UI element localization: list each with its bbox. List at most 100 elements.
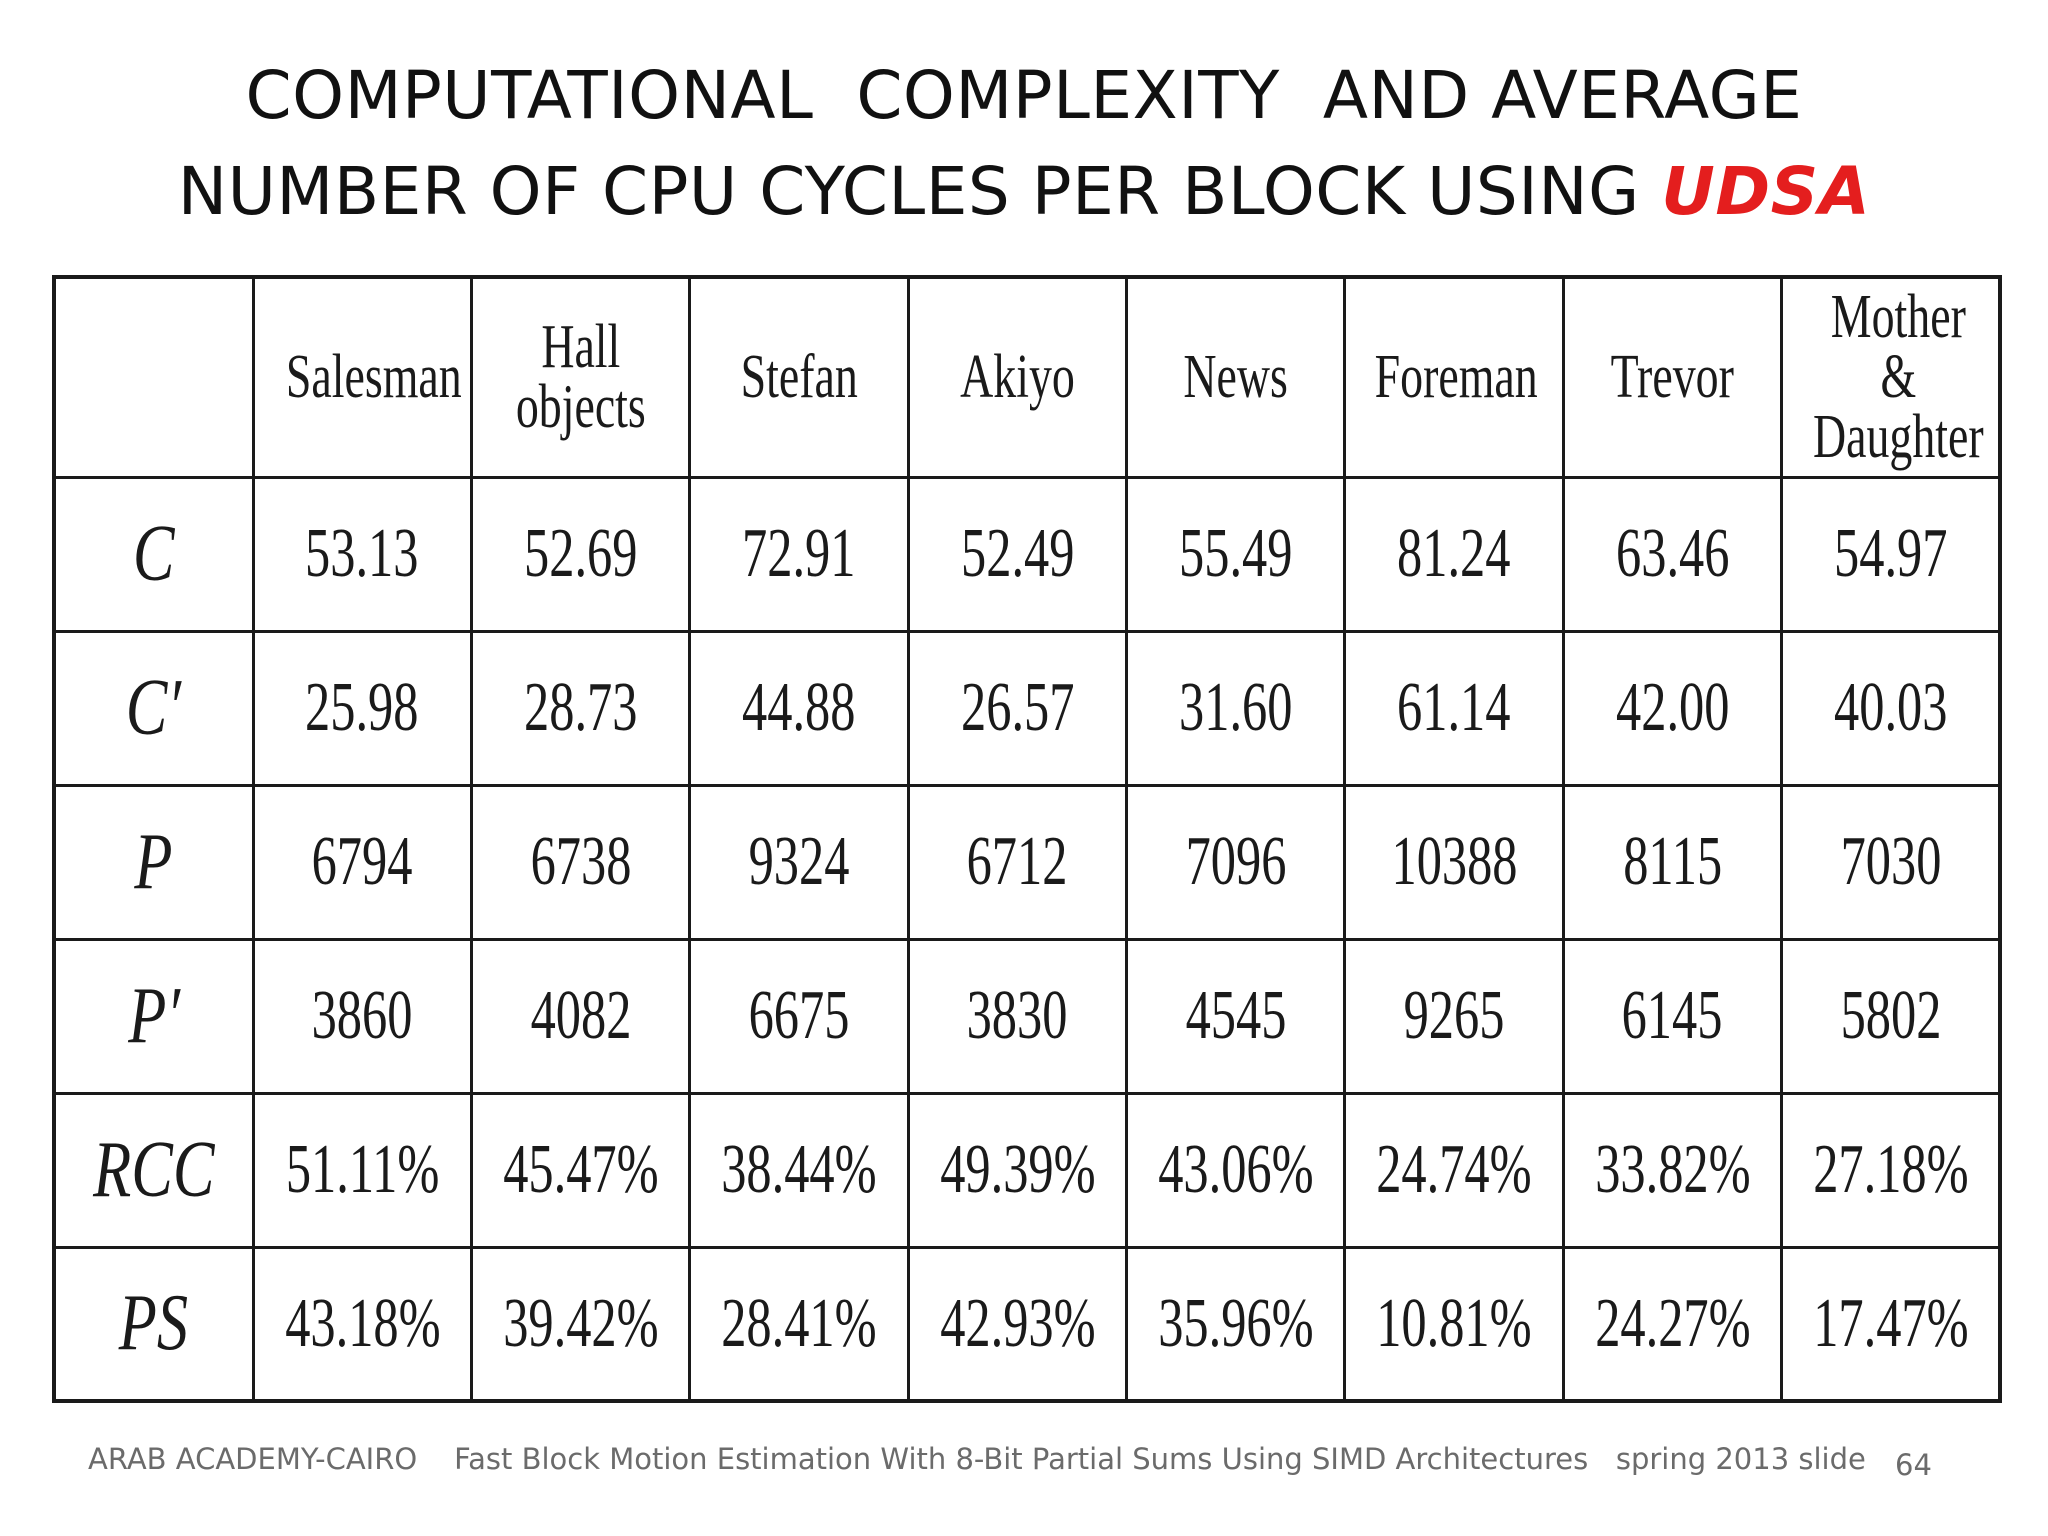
table-cell: 4545 <box>1124 937 1347 1095</box>
column-header: Salesman <box>251 275 473 479</box>
cell-value: 31.60 <box>1178 669 1293 746</box>
table-cell: 6712 <box>906 783 1129 941</box>
table-cell: 3860 <box>251 937 473 1095</box>
column-header-label: Hall objects <box>515 313 646 442</box>
table-cell: 3830 <box>906 937 1129 1095</box>
row-label: P′ <box>127 971 180 1060</box>
table-cell: 45.47% <box>469 1091 692 1249</box>
table-cell: 7096 <box>1124 783 1347 941</box>
page-number: 64 <box>1895 1448 1932 1482</box>
cell-value: 24.27% <box>1594 1284 1751 1362</box>
table-cell: 27.18% <box>1780 1091 2002 1249</box>
slide-footer: ARAB ACADEMY-CAIRO Fast Block Motion Est… <box>88 1442 1866 1476</box>
cell-value: 6675 <box>748 977 850 1054</box>
row-label: RCC <box>93 1125 215 1214</box>
cell-value: 38.44% <box>721 1131 877 1208</box>
complexity-table-container: Salesman Hall objects Stefan Akiyo News Forem… <box>52 275 2002 1403</box>
table-cell: 6738 <box>469 783 692 941</box>
cell-value: 24.74% <box>1376 1131 1532 1208</box>
table-cell: 49.39% <box>906 1091 1129 1249</box>
cell-value: 44.88 <box>742 669 856 746</box>
table-cell: 31.60 <box>1124 629 1347 787</box>
title-accent-udsa: UDSA <box>1661 153 1871 230</box>
cell-value: 25.98 <box>305 669 419 746</box>
table-cell: 6794 <box>251 783 473 941</box>
title-line-2-text: NUMBER OF CPU CYCLES PER BLOCK USING <box>177 153 1662 230</box>
table-cell: 38.44% <box>688 1091 910 1249</box>
cell-value: 28.73 <box>523 669 638 746</box>
table-cell: 28.73 <box>469 629 692 787</box>
table-cell: 6145 <box>1561 937 1784 1095</box>
table-cell: 5802 <box>1780 937 2002 1095</box>
row-label-cell: C <box>52 475 255 633</box>
cell-value: 5802 <box>1840 977 1941 1054</box>
cell-value: 42.93% <box>939 1284 1096 1362</box>
table-cell: 25.98 <box>251 629 473 787</box>
table-cell: 40.03 <box>1780 629 2002 787</box>
cell-value: 26.57 <box>960 669 1075 746</box>
table-cell: 54.97 <box>1780 475 2002 633</box>
row-label-cell: PS <box>52 1245 255 1403</box>
table-cell: 26.57 <box>906 629 1129 787</box>
cell-value: 52.69 <box>523 515 638 592</box>
cell-value: 7096 <box>1185 823 1287 900</box>
cell-value: 33.82% <box>1594 1131 1751 1208</box>
column-header: Hall objects <box>469 275 692 479</box>
cell-value: 6145 <box>1622 977 1723 1054</box>
column-header: Stefan <box>688 275 910 479</box>
cell-value: 42.00 <box>1615 669 1730 746</box>
table-cell: 81.24 <box>1343 475 1565 633</box>
cell-value: 9265 <box>1403 977 1505 1054</box>
row-label-cell: C′ <box>52 629 255 787</box>
row-label-cell: P <box>52 783 255 941</box>
row-label: P <box>134 817 173 906</box>
table-row: C 53.13 52.69 72.91 52.49 55.49 81.24 63.46 54.9… <box>52 475 2002 633</box>
title-line-2: NUMBER OF CPU CYCLES PER BLOCK USING UDS… <box>0 144 2048 240</box>
column-header: Akiyo <box>906 275 1129 479</box>
slide-title: COMPUTATIONAL COMPLEXITY AND AVERAGE NUM… <box>0 48 2048 240</box>
row-label: C <box>132 509 175 598</box>
column-header: Foreman <box>1343 275 1565 479</box>
cell-value: 17.47% <box>1813 1284 1969 1362</box>
table-cell: 55.49 <box>1124 475 1347 633</box>
column-header-label: Salesman <box>285 343 462 412</box>
cell-value: 55.49 <box>1178 515 1293 592</box>
table-cell: 9324 <box>688 783 910 941</box>
table-row: P 6794 6738 9324 6712 7096 10388 8115 7030 <box>52 783 2002 941</box>
table-cell: 63.46 <box>1561 475 1784 633</box>
table-cell: 24.27% <box>1561 1245 1784 1403</box>
table-cell: 24.74% <box>1343 1091 1565 1249</box>
table-cell: 9265 <box>1343 937 1565 1095</box>
table-cell: 10388 <box>1343 783 1565 941</box>
column-header-label: Akiyo <box>959 343 1075 412</box>
row-label-cell: RCC <box>52 1091 255 1249</box>
cell-value: 4082 <box>530 977 631 1054</box>
table-corner-cell <box>52 275 255 479</box>
column-header-label: News <box>1183 343 1288 412</box>
table-cell: 6675 <box>688 937 910 1095</box>
table-cell: 8115 <box>1561 783 1784 941</box>
cell-value: 35.96% <box>1158 1284 1314 1362</box>
complexity-table: Salesman Hall objects Stefan Akiyo News Forem… <box>52 275 2002 1403</box>
table-cell: 72.91 <box>688 475 910 633</box>
table-cell: 44.88 <box>688 629 910 787</box>
table-cell: 61.14 <box>1343 629 1565 787</box>
cell-value: 43.18% <box>284 1284 441 1362</box>
cell-value: 81.24 <box>1397 515 1511 592</box>
column-header-label: Foreman <box>1375 343 1539 412</box>
table-cell: 42.93% <box>906 1245 1129 1403</box>
cell-value: 51.11% <box>285 1131 439 1208</box>
cell-value: 54.97 <box>1833 515 1948 592</box>
cell-value: 52.49 <box>960 515 1075 592</box>
table-cell: 52.69 <box>469 475 692 633</box>
row-label: C′ <box>126 663 182 752</box>
column-header-label: Stefan <box>740 343 858 412</box>
table-body: C 53.13 52.69 72.91 52.49 55.49 81.24 63.46 54.9… <box>52 475 2002 1403</box>
column-header-label: Trevor <box>1610 343 1735 412</box>
cell-value: 10388 <box>1391 823 1518 900</box>
cell-value: 28.41% <box>721 1284 877 1362</box>
cell-value: 49.39% <box>939 1131 1096 1208</box>
cell-value: 45.47% <box>503 1131 659 1208</box>
cell-value: 6712 <box>966 823 1068 900</box>
row-label-cell: P′ <box>52 937 255 1095</box>
